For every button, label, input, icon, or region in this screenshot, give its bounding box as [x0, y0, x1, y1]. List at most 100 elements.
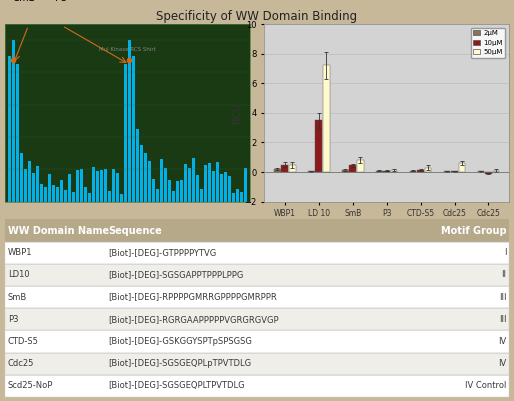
Bar [96, 171, 99, 202]
Bar [349, 165, 356, 172]
Bar [88, 193, 91, 202]
Text: IV Control: IV Control [465, 381, 506, 391]
Bar [28, 161, 31, 202]
Bar [132, 57, 135, 202]
Bar [444, 171, 450, 172]
Bar [32, 172, 34, 202]
Bar [84, 187, 87, 202]
Bar [20, 153, 23, 202]
Text: [Biot]-[DEG]-SGSGEQPLTPVTDLG: [Biot]-[DEG]-SGSGEQPLTPVTDLG [108, 381, 245, 391]
Bar [72, 192, 75, 202]
Text: LD10: LD10 [8, 270, 29, 279]
Bar [220, 174, 223, 202]
Bar [144, 153, 147, 202]
Bar [156, 189, 159, 202]
Y-axis label: RCU: RCU [232, 103, 242, 123]
Bar [244, 168, 247, 202]
Text: CTD-S5: CTD-S5 [8, 337, 39, 346]
Bar [36, 166, 39, 202]
Bar [383, 170, 390, 172]
Bar [232, 192, 235, 202]
Bar [24, 169, 27, 202]
Bar [5, 330, 509, 352]
Text: [Biot]-[DEG]-GSKGGYSPTpSPSGSG: [Biot]-[DEG]-GSKGGYSPTpSPSGSG [108, 337, 252, 346]
Bar [357, 160, 363, 172]
Bar [188, 168, 191, 202]
Bar [458, 163, 465, 172]
Bar [228, 176, 231, 202]
Bar [140, 145, 143, 202]
Text: III: III [499, 315, 506, 324]
Legend: 2μM, 10μM, 50μM: 2μM, 10μM, 50μM [471, 28, 505, 58]
Bar [128, 40, 131, 202]
Bar [5, 219, 509, 241]
Bar [60, 180, 63, 202]
Text: Cdc25: Cdc25 [8, 359, 34, 368]
Text: Sequence: Sequence [108, 225, 162, 235]
Bar [410, 170, 416, 172]
Text: [Biot]-[DEG]-RPPPPGMRRGPPPPGMRPPR: [Biot]-[DEG]-RPPPPGMRRGPPPPGMRPPR [108, 293, 277, 302]
Bar [160, 159, 163, 202]
Bar [5, 241, 509, 264]
Bar [478, 171, 484, 172]
Text: WBP1: WBP1 [8, 248, 32, 257]
Text: [Biot]-[DEG]-SGSGAPPTPPPLPPG: [Biot]-[DEG]-SGSGAPPTPPPLPPG [108, 270, 244, 279]
Bar [240, 192, 243, 202]
Bar [92, 167, 95, 202]
Bar [281, 165, 288, 172]
Bar [425, 168, 431, 172]
Bar [64, 190, 67, 202]
Bar [274, 169, 281, 172]
Bar [136, 129, 139, 202]
Bar [224, 172, 227, 202]
Bar [8, 57, 11, 202]
Bar [124, 65, 127, 202]
Bar [104, 169, 107, 202]
Bar [323, 65, 329, 172]
Text: IV: IV [498, 337, 506, 346]
Bar [208, 163, 211, 202]
Bar [44, 187, 47, 202]
Text: [Biot]-[DEG]-RGRGAAPPPPPVGRGRGVGP: [Biot]-[DEG]-RGRGAAPPPPPVGRGRGVGP [108, 315, 279, 324]
Bar [192, 158, 195, 202]
Bar [76, 170, 79, 202]
Bar [236, 189, 239, 202]
Bar [5, 264, 509, 286]
Bar [116, 172, 119, 202]
Bar [289, 165, 296, 172]
Bar [48, 174, 51, 202]
Bar [212, 171, 215, 202]
Text: P3: P3 [56, 0, 67, 3]
Bar [172, 191, 175, 202]
Bar [417, 170, 424, 172]
Text: II: II [501, 270, 506, 279]
Bar [376, 171, 382, 172]
Bar [342, 170, 348, 172]
Bar [112, 169, 115, 202]
Bar [164, 168, 167, 202]
Bar [120, 194, 123, 202]
Bar [391, 170, 397, 172]
Bar [451, 171, 458, 172]
Text: SmB: SmB [8, 293, 27, 302]
Text: III: III [499, 293, 506, 302]
Text: P3: P3 [8, 315, 18, 324]
Bar [68, 174, 71, 202]
Bar [168, 180, 171, 202]
Text: Specificity of WW Domain Binding: Specificity of WW Domain Binding [156, 10, 358, 23]
Bar [108, 191, 111, 202]
Text: Motif Group: Motif Group [440, 225, 506, 235]
Bar [5, 308, 509, 330]
Bar [16, 65, 19, 202]
Bar [492, 170, 499, 172]
Bar [485, 172, 492, 174]
Text: WW Domain Name: WW Domain Name [8, 225, 109, 235]
Bar [180, 180, 183, 202]
Bar [308, 171, 315, 172]
Bar [176, 181, 179, 202]
Text: I: I [504, 248, 506, 257]
Bar [152, 179, 155, 202]
Bar [40, 184, 43, 202]
Text: SmB: SmB [13, 0, 36, 3]
Bar [216, 162, 219, 202]
